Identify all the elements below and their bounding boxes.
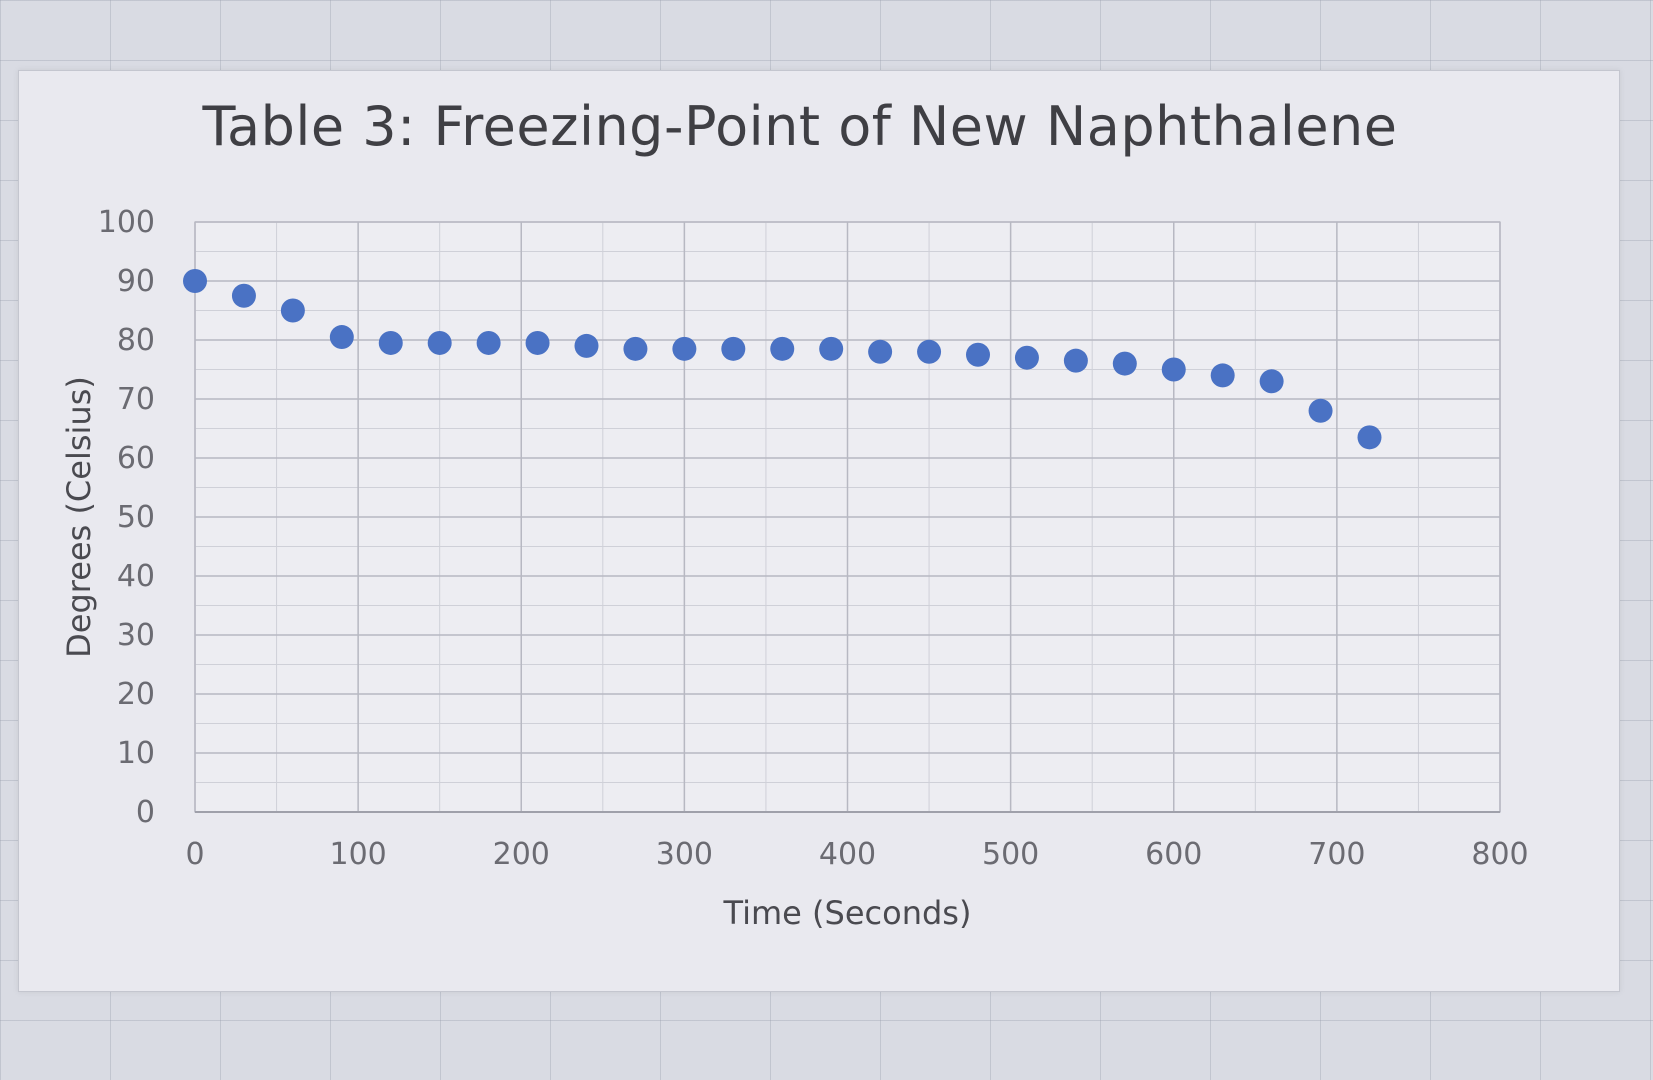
x-tick-label: 500 xyxy=(982,837,1039,872)
x-tick-label: 0 xyxy=(185,837,204,872)
data-points xyxy=(183,269,1382,450)
data-point xyxy=(721,336,746,361)
y-tick-label: 40 xyxy=(117,559,155,594)
x-tick-label: 300 xyxy=(656,837,713,872)
y-tick-label: 70 xyxy=(117,382,155,417)
y-tick-label: 50 xyxy=(117,500,155,535)
y-tick-label: 30 xyxy=(117,618,155,653)
x-tick-label: 100 xyxy=(329,837,386,872)
x-axis-ticks: 0 100 200 300 400 500 600 700 800 xyxy=(185,837,1528,872)
data-point xyxy=(231,283,256,308)
y-tick-label: 10 xyxy=(117,736,155,771)
y-tick-label: 80 xyxy=(117,323,155,358)
data-point xyxy=(1259,369,1284,394)
data-point xyxy=(378,330,403,355)
y-tick-label: 60 xyxy=(117,441,155,476)
y-tick-label: 90 xyxy=(117,264,155,299)
data-point xyxy=(1308,398,1333,423)
y-axis-title: Degrees (Celsius) xyxy=(60,376,98,658)
data-point xyxy=(819,336,844,361)
x-tick-label: 200 xyxy=(493,837,550,872)
x-tick-label: 800 xyxy=(1471,837,1528,872)
data-point xyxy=(1210,363,1235,388)
data-point xyxy=(917,339,942,364)
data-point xyxy=(574,333,599,358)
x-axis-title: Time (Seconds) xyxy=(723,894,972,932)
data-point xyxy=(1112,351,1137,376)
data-point xyxy=(525,330,550,355)
gridlines xyxy=(194,221,1501,813)
data-point xyxy=(183,269,207,293)
data-point xyxy=(427,330,452,355)
data-point xyxy=(672,336,697,361)
y-axis-ticks: 0 10 20 30 40 50 60 70 80 90 100 xyxy=(98,205,155,830)
data-point xyxy=(868,339,893,364)
x-tick-label: 600 xyxy=(1145,837,1202,872)
data-point xyxy=(476,330,501,355)
data-point xyxy=(280,298,305,323)
x-tick-label: 700 xyxy=(1308,837,1365,872)
y-tick-label: 0 xyxy=(136,795,155,830)
x-tick-label: 400 xyxy=(819,837,876,872)
data-point xyxy=(966,342,990,367)
data-point xyxy=(1063,348,1088,373)
data-point xyxy=(1014,345,1039,370)
data-point xyxy=(329,325,354,350)
data-point xyxy=(1161,357,1186,382)
data-point xyxy=(1357,425,1382,450)
y-tick-label: 100 xyxy=(98,205,155,240)
data-point xyxy=(770,336,795,361)
data-point xyxy=(623,336,648,361)
y-tick-label: 20 xyxy=(117,677,155,712)
chart-title: Table 3: Freezing-Point of New Naphthale… xyxy=(202,95,1398,158)
